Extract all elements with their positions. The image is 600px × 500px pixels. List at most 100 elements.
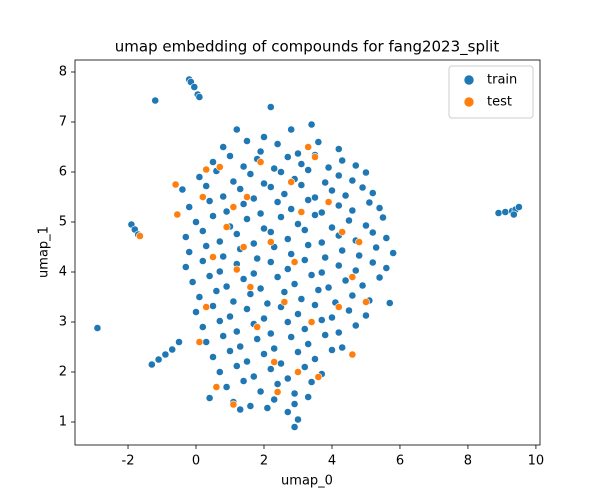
point — [280, 190, 289, 198]
point — [304, 241, 313, 249]
point — [368, 189, 377, 197]
point — [328, 223, 336, 232]
point — [348, 291, 357, 300]
point — [246, 283, 255, 291]
point — [232, 230, 241, 238]
point — [389, 249, 398, 257]
point — [304, 340, 313, 348]
point — [362, 311, 370, 320]
point — [321, 178, 330, 187]
point — [304, 166, 313, 174]
point — [317, 208, 326, 217]
point — [294, 415, 302, 424]
point — [334, 201, 343, 210]
point — [209, 253, 217, 261]
point — [263, 404, 272, 412]
point — [219, 143, 228, 151]
point — [358, 281, 367, 290]
point — [195, 93, 204, 101]
point — [266, 365, 275, 373]
point — [345, 306, 353, 315]
point — [341, 191, 350, 200]
point — [287, 178, 296, 186]
point — [232, 362, 241, 370]
point — [297, 295, 306, 303]
point — [348, 273, 357, 281]
point — [317, 316, 326, 324]
point — [253, 254, 262, 263]
point — [290, 423, 299, 431]
point — [365, 198, 374, 207]
point — [509, 210, 518, 219]
point — [351, 321, 360, 330]
point — [270, 358, 279, 366]
point — [287, 333, 296, 341]
point — [287, 205, 296, 213]
point — [266, 258, 275, 266]
point — [173, 210, 182, 219]
point — [219, 252, 228, 261]
point — [215, 317, 224, 325]
point — [256, 158, 265, 166]
point — [226, 152, 234, 160]
point — [171, 180, 180, 189]
point — [314, 138, 323, 146]
x-tick-label: 6 — [396, 454, 404, 469]
x-tick-label: 10 — [528, 454, 545, 469]
point — [249, 269, 258, 278]
point — [202, 165, 211, 174]
point — [324, 163, 333, 172]
point — [198, 193, 207, 201]
point — [239, 200, 248, 208]
point — [379, 213, 387, 222]
point — [294, 348, 302, 356]
point — [205, 197, 214, 205]
legend-marker — [463, 96, 475, 108]
point — [311, 211, 319, 219]
point — [501, 208, 510, 216]
point — [382, 234, 391, 242]
point — [246, 170, 255, 178]
point — [277, 359, 285, 368]
point — [300, 363, 309, 371]
point — [222, 282, 231, 291]
point — [307, 120, 316, 129]
y-tick-label: 2 — [59, 365, 67, 380]
point — [368, 258, 377, 267]
point — [311, 301, 319, 309]
y-tick-label: 8 — [59, 65, 67, 80]
point — [249, 372, 258, 381]
point — [222, 207, 231, 216]
point — [304, 393, 313, 401]
point — [215, 368, 224, 376]
point — [236, 342, 245, 351]
point — [355, 251, 364, 260]
y-tick-label: 7 — [59, 115, 67, 130]
point — [198, 227, 207, 235]
point — [215, 163, 224, 171]
point — [190, 83, 199, 91]
point — [260, 133, 268, 141]
point — [283, 318, 292, 326]
chart-title: umap embedding of compounds for fang2023… — [115, 38, 500, 57]
point — [300, 256, 309, 264]
point — [375, 204, 384, 212]
point — [283, 408, 292, 416]
point — [334, 261, 343, 270]
point — [311, 355, 319, 363]
y-axis-label: umap_1 — [37, 226, 52, 278]
point — [209, 212, 217, 220]
point — [256, 147, 265, 156]
point — [355, 238, 364, 246]
point — [192, 308, 200, 316]
point — [232, 265, 241, 274]
point — [253, 323, 262, 331]
point — [341, 276, 350, 285]
point — [202, 182, 211, 190]
point — [266, 238, 275, 246]
point — [266, 103, 275, 111]
point — [294, 149, 302, 158]
point — [154, 355, 163, 364]
points — [93, 75, 523, 431]
